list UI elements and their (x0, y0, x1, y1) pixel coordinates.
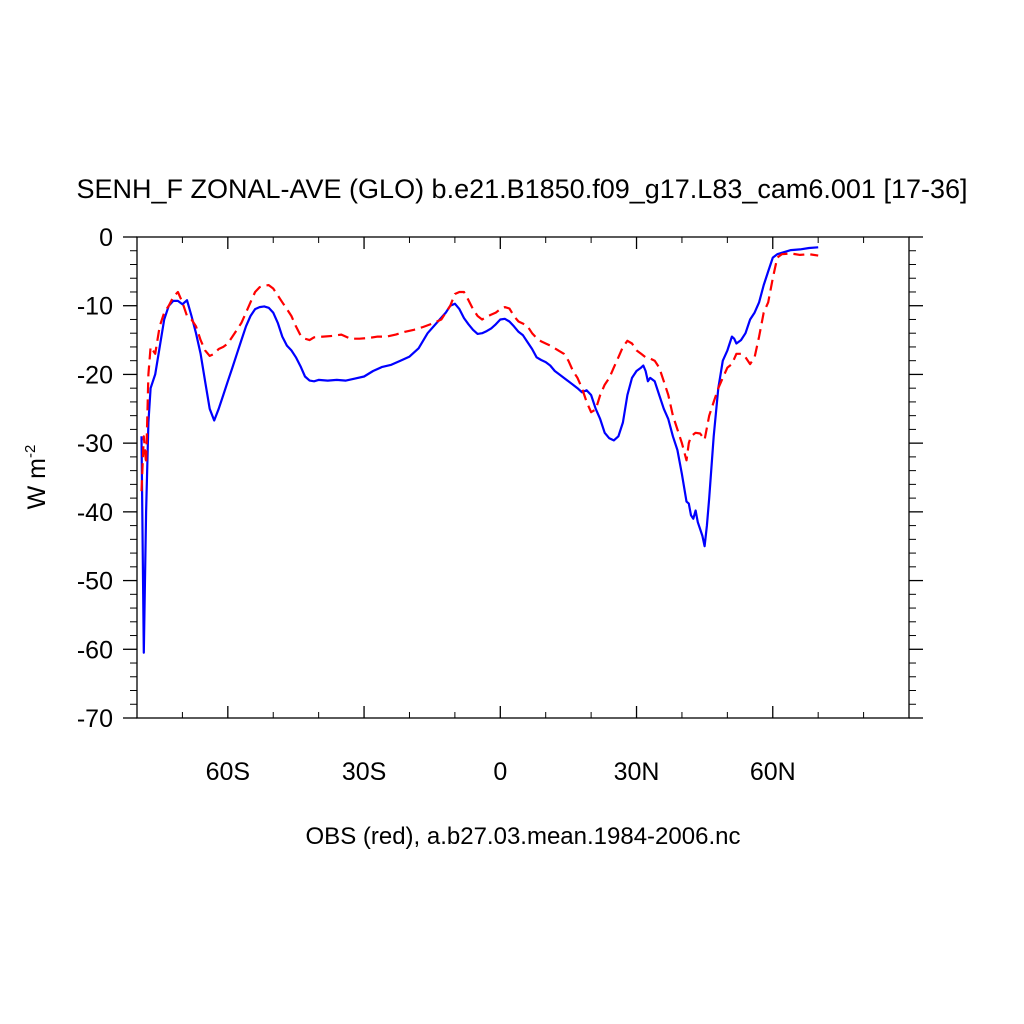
plot-frame (136, 236, 910, 719)
x-axis: 60S 30S 0 30N 60N (206, 237, 796, 786)
series-line-1 (140, 246, 819, 654)
y-tick-label: -30 (77, 430, 113, 458)
y-tick-label: -70 (77, 705, 113, 733)
x-tick-label: 60S (206, 758, 250, 786)
y-axis-label: W m-2 (22, 445, 51, 510)
x-tick-label: 0 (493, 758, 507, 786)
minor-ticks (130, 237, 916, 718)
y-tick-label: 0 (99, 224, 113, 252)
y-axis: 0 -10 -20 -30 -40 -50 -60 -70 (77, 224, 923, 733)
x-tick-label: 30S (342, 758, 386, 786)
y-axis-label-main: W m (23, 458, 51, 509)
y-tick-label: -40 (77, 499, 113, 527)
chart-footer: OBS (red), a.b27.03.mean.1984-2006.nc (306, 823, 741, 850)
y-axis-label-exponent: -2 (22, 445, 39, 458)
y-tick-label: -60 (77, 636, 113, 664)
series-line-2 (140, 252, 819, 492)
plot-lines (140, 246, 819, 654)
x-tick-label: 60N (750, 758, 796, 786)
y-tick-label: -20 (77, 361, 113, 389)
chart-title: SENH_F ZONAL-AVE (GLO) b.e21.B1850.f09_g… (77, 174, 968, 204)
x-tick-label: 30N (614, 758, 660, 786)
y-tick-label: -50 (77, 568, 113, 596)
y-tick-label: -10 (77, 293, 113, 321)
